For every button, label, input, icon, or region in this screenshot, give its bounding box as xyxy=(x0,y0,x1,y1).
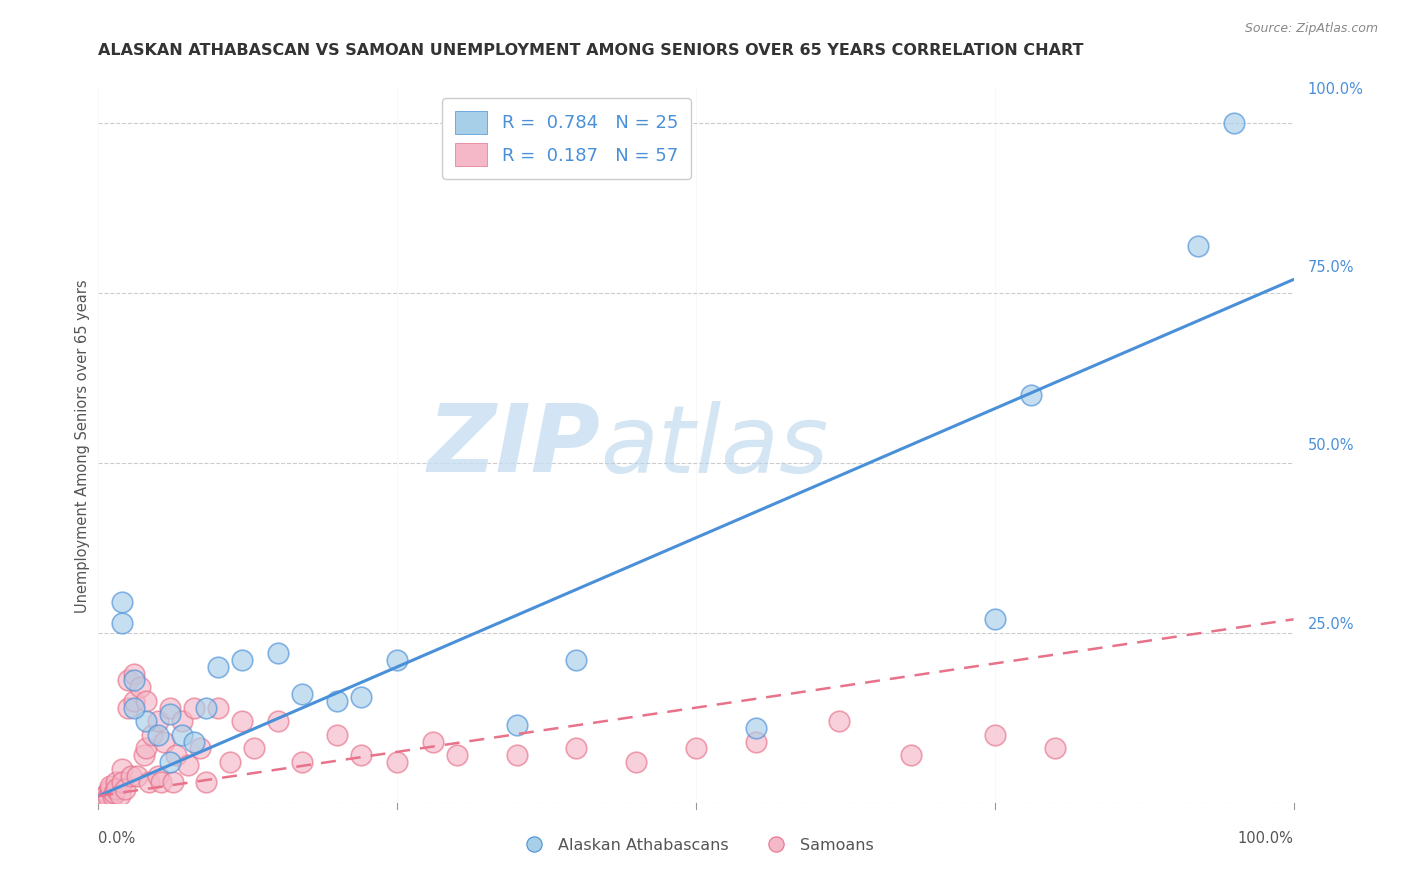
Point xyxy=(124,673,146,688)
Point xyxy=(111,775,134,789)
Point xyxy=(350,748,373,763)
Point xyxy=(97,790,120,805)
Point xyxy=(1187,238,1209,252)
Point xyxy=(326,728,349,742)
Point xyxy=(120,769,142,783)
Point xyxy=(138,775,160,789)
Point xyxy=(267,646,290,660)
Point xyxy=(983,728,1005,742)
Legend: Alaskan Athabascans, Samoans: Alaskan Athabascans, Samoans xyxy=(512,831,880,859)
Point xyxy=(148,714,170,729)
Point xyxy=(111,762,134,776)
Point xyxy=(124,694,146,708)
Point xyxy=(231,653,253,667)
Point xyxy=(350,690,373,705)
Point xyxy=(1043,741,1066,756)
Point xyxy=(135,694,157,708)
Point xyxy=(828,714,851,729)
Point xyxy=(101,789,124,803)
Point xyxy=(172,714,194,729)
Point xyxy=(177,758,200,772)
Point xyxy=(141,728,163,742)
Text: 100.0%: 100.0% xyxy=(1308,82,1364,96)
Point xyxy=(114,782,136,797)
Text: 75.0%: 75.0% xyxy=(1308,260,1354,275)
Point xyxy=(446,748,468,763)
Point xyxy=(385,653,409,667)
Text: ALASKAN ATHABASCAN VS SAMOAN UNEMPLOYMENT AMONG SENIORS OVER 65 YEARS CORRELATIO: ALASKAN ATHABASCAN VS SAMOAN UNEMPLOYMEN… xyxy=(98,43,1084,58)
Point xyxy=(98,782,122,797)
Point xyxy=(105,775,128,789)
Point xyxy=(267,714,290,729)
Point xyxy=(135,741,157,756)
Point xyxy=(159,755,181,769)
Point xyxy=(745,734,768,748)
Point xyxy=(111,615,134,630)
Point xyxy=(159,707,181,722)
Text: atlas: atlas xyxy=(600,401,828,491)
Text: 0.0%: 0.0% xyxy=(98,831,135,847)
Text: Source: ZipAtlas.com: Source: ZipAtlas.com xyxy=(1244,22,1378,36)
Point xyxy=(290,755,312,769)
Point xyxy=(93,789,115,803)
Point xyxy=(188,741,211,756)
Text: 25.0%: 25.0% xyxy=(1308,617,1354,632)
Point xyxy=(231,714,253,729)
Point xyxy=(290,687,312,701)
Point xyxy=(194,700,217,714)
Point xyxy=(96,786,118,800)
Text: ZIP: ZIP xyxy=(427,400,600,492)
Point xyxy=(148,728,170,742)
Point xyxy=(159,700,181,714)
Point xyxy=(135,714,157,729)
Point xyxy=(124,666,146,681)
Point xyxy=(219,755,242,769)
Point xyxy=(900,748,922,763)
Point xyxy=(565,741,588,756)
Point xyxy=(207,660,229,674)
Point xyxy=(129,680,152,694)
Y-axis label: Unemployment Among Seniors over 65 years: Unemployment Among Seniors over 65 years xyxy=(75,279,90,613)
Point xyxy=(1019,388,1042,402)
Point xyxy=(506,717,529,731)
Point xyxy=(153,734,176,748)
Point xyxy=(103,786,125,800)
Point xyxy=(98,779,122,793)
Point xyxy=(108,788,131,802)
Point xyxy=(105,782,128,797)
Point xyxy=(326,694,349,708)
Point xyxy=(111,595,134,609)
Text: 100.0%: 100.0% xyxy=(1237,831,1294,847)
Point xyxy=(117,673,139,688)
Point xyxy=(149,775,172,789)
Point xyxy=(983,612,1005,626)
Text: 50.0%: 50.0% xyxy=(1308,439,1354,453)
Point xyxy=(183,734,205,748)
Point xyxy=(422,734,444,748)
Point xyxy=(132,748,155,763)
Point xyxy=(243,741,266,756)
Point xyxy=(148,769,170,783)
Point xyxy=(385,755,409,769)
Point xyxy=(1222,116,1246,130)
Point xyxy=(506,748,529,763)
Point xyxy=(125,769,148,783)
Point xyxy=(624,755,647,769)
Point xyxy=(207,700,229,714)
Point xyxy=(194,775,217,789)
Point xyxy=(685,741,707,756)
Point xyxy=(745,721,768,735)
Point xyxy=(162,775,184,789)
Point xyxy=(183,700,205,714)
Point xyxy=(565,653,588,667)
Point xyxy=(117,700,139,714)
Point xyxy=(124,700,146,714)
Point xyxy=(172,728,194,742)
Point xyxy=(165,748,187,763)
